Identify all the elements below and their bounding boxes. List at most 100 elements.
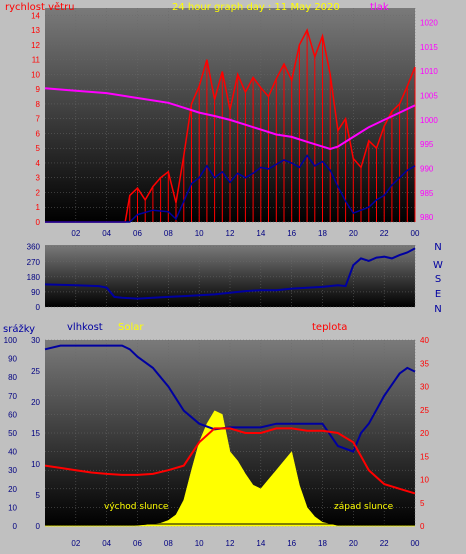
- wind-x-tick-label: 06: [133, 229, 142, 238]
- rain-tick-label: 70: [8, 392, 17, 401]
- temp-tick-label: 25: [420, 406, 429, 415]
- temp-tick-label: 15: [420, 452, 429, 461]
- dir-label-n-bottom: N: [434, 304, 441, 315]
- wind-y-tick-label: 1: [36, 203, 41, 212]
- humidity-tick-label: 15: [31, 429, 40, 438]
- wind-direction-line: [44, 247, 416, 300]
- wind-gust-spikes: [129, 30, 416, 222]
- wind-x-tick-label: 14: [256, 229, 265, 238]
- wind-x-tick-label: 20: [349, 229, 358, 238]
- temp-tick-label: 0: [420, 522, 425, 531]
- pressure-tick-label: 980: [420, 213, 434, 222]
- wind-y-tick-label: 4: [36, 159, 41, 168]
- dir-y-tick-label: 180: [27, 273, 41, 282]
- wind-x-tick-label: 04: [102, 229, 111, 238]
- sensor-x-tick-label: 14: [256, 539, 265, 548]
- temperature-line: [44, 427, 416, 495]
- wind-x-tick-label: 08: [164, 229, 173, 238]
- wind-x-tick-label: 10: [195, 229, 204, 238]
- dir-y-tick-label: 360: [27, 243, 41, 252]
- wind-y-tick-label: 3: [36, 174, 41, 183]
- wind-y-tick-label: 5: [36, 144, 41, 153]
- wind-y-tick-label: 10: [31, 70, 40, 79]
- wind-x-tick-label: 00: [411, 229, 420, 238]
- dir-label-n-top: N: [434, 242, 441, 253]
- rain-tick-label: 50: [8, 429, 17, 438]
- wind-y-tick-label: 7: [36, 115, 41, 124]
- wind-y-tick-label: 2: [36, 188, 41, 197]
- rain-tick-label: 40: [8, 448, 17, 457]
- dir-label-s: S: [435, 274, 441, 285]
- pressure-tick-label: 985: [420, 189, 434, 198]
- rain-tick-label: 90: [8, 355, 17, 364]
- temp-tick-label: 20: [420, 429, 429, 438]
- wind-gust-line: [45, 28, 416, 223]
- sensor-x-tick-label: 18: [318, 539, 327, 548]
- pressure-label: tlak: [370, 2, 389, 13]
- pressure-tick-label: 1005: [420, 92, 438, 101]
- sensor-x-tick-label: 16: [287, 539, 296, 548]
- rain-tick-label: 80: [8, 373, 17, 382]
- wind-y-tick-label: 0: [36, 218, 41, 227]
- temp-tick-label: 40: [420, 336, 429, 345]
- wind-y-tick-label: 14: [31, 11, 40, 20]
- pressure-line: [44, 87, 416, 151]
- axis-ticks: 02 04 06 08 10 12 14 16 18 20 22 000123456789101112…: [4, 11, 439, 548]
- humidity-tick-label: 20: [31, 398, 40, 407]
- wind-x-tick-label: 02: [71, 229, 80, 238]
- chart-title: 24 hour graph day : 11 May 2020: [172, 2, 340, 13]
- wind-x-tick-label: 18: [318, 229, 327, 238]
- sensor-x-tick-label: 12: [226, 539, 235, 548]
- rain-tick-label: 60: [8, 410, 17, 419]
- sensor-x-tick-label: 08: [164, 539, 173, 548]
- humidity-tick-label: 30: [31, 336, 40, 345]
- temp-tick-label: 35: [420, 359, 429, 368]
- pressure-tick-label: 1010: [420, 67, 438, 76]
- rain-tick-label: 0: [13, 522, 18, 531]
- humidity-tick-label: 0: [36, 522, 41, 531]
- pressure-tick-label: 1000: [420, 116, 438, 125]
- solar-label: Solar: [118, 322, 144, 333]
- sensor-x-tick-label: 22: [380, 539, 389, 548]
- humidity-tick-label: 5: [36, 491, 41, 500]
- temp-tick-label: 10: [420, 476, 429, 485]
- wind-y-tick-label: 13: [31, 26, 40, 35]
- sunset-annotation: západ slunce: [334, 502, 394, 512]
- wind-x-tick-label: 16: [287, 229, 296, 238]
- sunrise-annotation: východ slunce: [104, 502, 169, 512]
- dir-label-w: W: [433, 260, 443, 271]
- dir-y-tick-label: 90: [31, 288, 40, 297]
- temp-tick-label: 5: [420, 499, 425, 508]
- pressure-tick-label: 995: [420, 140, 434, 149]
- wind-y-tick-label: 9: [36, 85, 41, 94]
- rain-tick-label: 10: [8, 503, 17, 512]
- temperature-label: teplota: [312, 322, 347, 333]
- pressure-tick-label: 1020: [420, 19, 438, 28]
- sensor-x-tick-label: 00: [411, 539, 420, 548]
- pressure-tick-label: 1015: [420, 43, 438, 52]
- rain-tick-label: 30: [8, 466, 17, 475]
- sensor-x-tick-label: 20: [349, 539, 358, 548]
- temp-tick-label: 30: [420, 383, 429, 392]
- dir-y-tick-label: 0: [36, 303, 41, 312]
- sensor-x-tick-label: 06: [133, 539, 142, 548]
- wind-y-tick-label: 12: [31, 41, 40, 50]
- wind-average-line: [45, 154, 416, 223]
- humidity-label: vlhkost: [67, 322, 103, 333]
- pressure-tick-label: 990: [420, 165, 434, 174]
- series-lines: [44, 28, 416, 527]
- rain-tick-label: 20: [8, 485, 17, 494]
- wind-y-tick-label: 11: [32, 56, 41, 65]
- dir-label-e: E: [435, 289, 441, 300]
- wind-x-tick-label: 22: [380, 229, 389, 238]
- rain-tick-label: 100: [4, 336, 18, 345]
- wind-y-tick-label: 6: [36, 129, 41, 138]
- wind-y-tick-label: 8: [36, 100, 41, 109]
- wind-x-tick-label: 12: [226, 229, 235, 238]
- rain-label: srážky: [3, 323, 35, 335]
- sensor-x-tick-label: 10: [195, 539, 204, 548]
- humidity-tick-label: 10: [31, 460, 40, 469]
- sensor-x-tick-label: 04: [102, 539, 111, 548]
